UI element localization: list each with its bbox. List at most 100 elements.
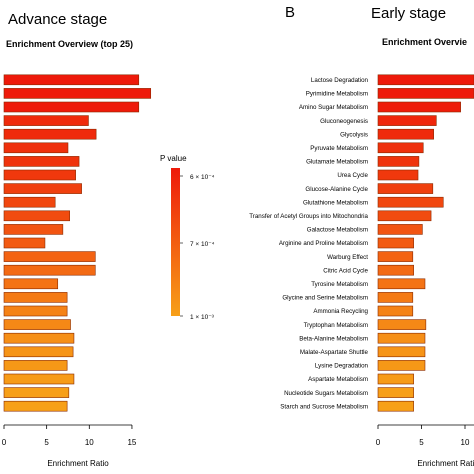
panel-b-category-label: Galactose Metabolism (307, 227, 368, 234)
panel-b-bar (377, 278, 426, 290)
panel-b-category-label: Lysine Degradation (315, 363, 369, 370)
panel-b-tick-label: 5 (419, 438, 424, 447)
panel-a-bar (3, 332, 75, 344)
panel-b-bar (377, 169, 419, 181)
panel-b-category-label: Starch and Sucrose Metabolism (280, 403, 368, 410)
panel-a-bar (3, 237, 46, 249)
legend-label-mid: 7 × 10⁻⁴ (190, 241, 215, 248)
panel-b-bar (377, 373, 414, 385)
panel-a-bar (3, 128, 97, 140)
panel-b-category-labels: Lactose Degradation Pyrimidine Metabolism… (249, 77, 368, 410)
legend-label-low: 1 × 10⁻³ (190, 314, 215, 321)
panel-b-category-label: Malate-Aspartate Shuttle (300, 349, 369, 356)
panel-a-bar (3, 373, 75, 385)
panel-b-bar (377, 292, 414, 303)
panel-b-category-label: Urea Cycle (337, 172, 368, 179)
panel-a-bar (3, 74, 140, 86)
panel-b-bar (377, 237, 414, 249)
panel-a-bar (3, 278, 59, 290)
legend-color-bar (171, 168, 180, 316)
panel-a-bar (3, 183, 82, 194)
panel-a-bar (3, 251, 96, 262)
panel-b-category-label: Glucose-Alanine Cycle (305, 186, 368, 193)
panel-b-category-label: Pyrimidine Metabolism (306, 91, 368, 98)
legend-label-high: 6 × 10⁻⁴ (190, 174, 215, 181)
panel-b-bar (377, 210, 432, 222)
panel-a-bar (3, 264, 96, 276)
panel-a-bar (3, 387, 70, 398)
panel-b-bar (377, 115, 437, 126)
panel-a-bars (3, 74, 152, 412)
panel-b-bar (377, 319, 427, 330)
panel-b-x-ticks: 0 5 10 (376, 425, 470, 447)
panel-b-bar (377, 387, 414, 398)
panel-b-bar (377, 128, 434, 140)
panel-b-bar (377, 400, 414, 412)
panel-b-bar (377, 332, 426, 344)
panel-a-tick-label: 0 (2, 438, 7, 447)
panel-b-category-label: Arginine and Proline Metabolism (279, 240, 368, 247)
panel-a-bar (3, 156, 80, 167)
panel-b-bar (377, 101, 461, 113)
panel-b-category-label: Glycine and Serine Metabolism (282, 295, 368, 302)
panel-a-stage-title: Advance stage (8, 11, 107, 28)
panel-b-bar (377, 142, 424, 154)
panel-b-bar (377, 224, 423, 235)
panel-b-bar (377, 305, 414, 317)
panel-b-category-label: Beta-Alanine Metabolism (299, 335, 368, 342)
panel-b-category-label: Aspartate Metabolism (308, 376, 368, 383)
panel-a-bar (3, 169, 76, 181)
panel-b-category-label: Ammonia Recycling (313, 308, 368, 315)
panel-a-bar (3, 292, 68, 303)
panel-b-category-label: Citric Acid Cycle (323, 267, 368, 274)
panel-a-bar (3, 196, 56, 208)
panel-b-bar (377, 196, 444, 208)
panel-a-subtitle: Enrichment Overview (top 25) (6, 39, 133, 49)
panel-a-bar (3, 305, 68, 317)
panel-b-category-label: Transfer of Acetyl Groups into Mitochond… (249, 213, 368, 220)
panel-a-tick-label: 10 (85, 438, 94, 447)
panel-a-tick-label: 15 (127, 438, 136, 447)
panel-b-bar (377, 346, 426, 358)
panel-a-bar (3, 88, 152, 99)
panel-b-bar (377, 88, 474, 99)
panel-a-bar (3, 101, 140, 113)
panel-b-x-axis-title: Enrichment Ratio (417, 459, 474, 468)
panel-b-category-label: Glutamate Metabolism (306, 159, 368, 166)
panel-a-tick-label: 5 (44, 438, 49, 447)
panel-b-category-label: Glycolysis (340, 131, 368, 138)
panel-b-category-label: Lactose Degradation (311, 77, 369, 84)
panel-b-category-label: Tyrosine Metabolism (311, 281, 368, 288)
panel-a-bar (3, 346, 74, 358)
panel-a-bar (3, 210, 70, 222)
panel-b-letter: B (285, 4, 295, 21)
panel-b-category-label: Pyruvate Metabolism (310, 145, 368, 152)
panel-b-category-label: Tryptophan Metabolism (304, 322, 368, 329)
panel-b-category-label: Amino Sugar Metabolism (299, 104, 368, 111)
legend-title: P value (160, 154, 187, 163)
panel-a-bar (3, 400, 68, 412)
panel-a-bar (3, 224, 64, 235)
panel-a-x-axis-title: Enrichment Ratio (47, 459, 109, 468)
panel-b-bar (377, 156, 420, 167)
panel-b-bar (377, 183, 434, 194)
panel-b-category-label: Nucleotide Sugars Metabolism (284, 390, 368, 397)
panel-a-bar (3, 115, 89, 126)
panel-b-bar (377, 264, 414, 276)
panel-b-subtitle: Enrichment Overvie (382, 37, 467, 47)
panel-a-bar (3, 319, 71, 330)
panel-b-bars (377, 74, 474, 412)
panel-a-bar (3, 142, 69, 154)
panel-b-bar (377, 251, 414, 262)
panel-b-bar (377, 74, 474, 86)
panel-b-tick-label: 0 (376, 438, 381, 447)
panel-b-bar (377, 360, 426, 371)
panel-b-stage-title: Early stage (371, 5, 446, 22)
panel-b-category-label: Glutathione Metabolism (303, 199, 368, 206)
panel-b-category-label: Gluconeogenesis (320, 118, 368, 125)
panel-a-x-ticks: 0 5 10 15 (2, 425, 137, 447)
panel-b-tick-label: 10 (461, 438, 470, 447)
panel-a-bar (3, 360, 68, 371)
panel-b-category-label: Warburg Effect (327, 254, 368, 261)
